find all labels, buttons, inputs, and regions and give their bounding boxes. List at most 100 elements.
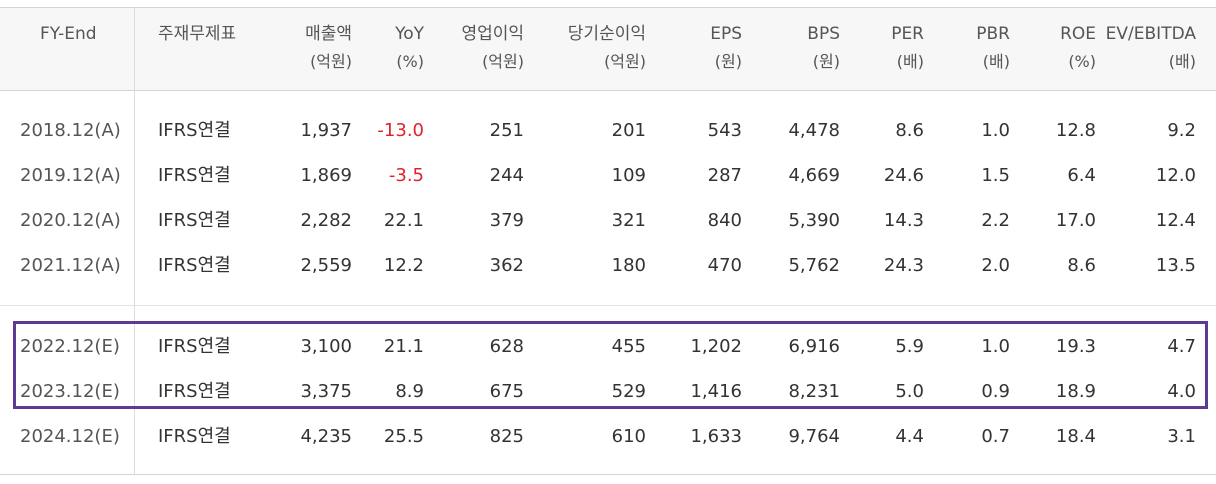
sales-cell: 3,375	[300, 381, 352, 402]
header-statement: 주재무제표	[158, 24, 237, 44]
pbr-cell: 2.0	[981, 255, 1010, 276]
pbr-cell: 1.0	[981, 336, 1010, 357]
pbr-cell: 2.2	[981, 210, 1010, 231]
eps-cell: 840	[707, 210, 742, 231]
ev-ebitda-cell: 13.5	[1155, 255, 1196, 276]
eps-cell: 543	[707, 120, 742, 141]
fy-end-cell: 2019.12(A)	[20, 165, 121, 186]
table-bottom-border	[0, 474, 1216, 475]
statement-cell: IFRS연결	[158, 255, 231, 276]
per-cell: 14.3	[883, 210, 924, 231]
net-income-cell: 529	[611, 381, 646, 402]
per-cell: 8.6	[895, 120, 924, 141]
bps-cell: 6,916	[788, 336, 840, 357]
header-divider	[0, 90, 1216, 91]
roe-cell: 12.8	[1055, 120, 1096, 141]
table-row: 2023.12(E) IFRS연결 3,375 8.9 675 529 1,41…	[0, 369, 1216, 414]
sales-cell: 4,235	[300, 426, 352, 447]
fy-end-cell: 2022.12(E)	[20, 336, 120, 357]
estimate-highlight-box	[13, 321, 1208, 409]
sales-cell: 1,937	[300, 120, 352, 141]
table-row: 2024.12(E) IFRS연결 4,235 25.5 825 610 1,6…	[0, 414, 1216, 459]
estimate-separator	[0, 305, 1216, 306]
net-income-cell: 201	[611, 120, 646, 141]
eps-cell: 1,416	[690, 381, 742, 402]
header-per: PER (배)	[891, 24, 924, 71]
ev-ebitda-cell: 4.7	[1167, 336, 1196, 357]
bps-cell: 8,231	[788, 381, 840, 402]
net-income-cell: 610	[611, 426, 646, 447]
per-cell: 5.9	[895, 336, 924, 357]
roe-cell: 19.3	[1055, 336, 1096, 357]
per-cell: 4.4	[895, 426, 924, 447]
per-cell: 24.3	[883, 255, 924, 276]
ev-ebitda-cell: 12.4	[1155, 210, 1196, 231]
header-yoy: YoY (%)	[395, 24, 424, 71]
table-row: 2019.12(A) IFRS연결 1,869 -3.5 244 109 287…	[0, 153, 1216, 198]
statement-cell: IFRS연결	[158, 165, 231, 186]
per-cell: 24.6	[883, 165, 924, 186]
pbr-cell: 0.9	[981, 381, 1010, 402]
roe-cell: 18.4	[1055, 426, 1096, 447]
roe-cell: 18.9	[1055, 381, 1096, 402]
pbr-cell: 0.7	[981, 426, 1010, 447]
eps-cell: 287	[707, 165, 742, 186]
table-row: 2021.12(A) IFRS연결 2,559 12.2 362 180 470…	[0, 243, 1216, 288]
table-row: 2020.12(A) IFRS연결 2,282 22.1 379 321 840…	[0, 198, 1216, 243]
bps-cell: 9,764	[788, 426, 840, 447]
operating-profit-cell: 628	[489, 336, 524, 357]
sales-cell: 1,869	[300, 165, 352, 186]
table-top-border	[0, 7, 1216, 8]
operating-profit-cell: 362	[489, 255, 524, 276]
eps-cell: 1,202	[690, 336, 742, 357]
fy-end-cell: 2023.12(E)	[20, 381, 120, 402]
yoy-cell: 8.9	[395, 381, 424, 402]
ev-ebitda-cell: 9.2	[1167, 120, 1196, 141]
table-row: 2018.12(A) IFRS연결 1,937 -13.0 251 201 54…	[0, 108, 1216, 153]
table-header	[0, 8, 1216, 90]
operating-profit-cell: 825	[489, 426, 524, 447]
pbr-cell: 1.0	[981, 120, 1010, 141]
roe-cell: 17.0	[1055, 210, 1096, 231]
operating-profit-cell: 244	[489, 165, 524, 186]
header-operating-profit: 영업이익 (억원)	[461, 24, 524, 71]
ev-ebitda-cell: 3.1	[1167, 426, 1196, 447]
statement-cell: IFRS연결	[158, 426, 231, 447]
fy-end-cell: 2021.12(A)	[20, 255, 121, 276]
statement-cell: IFRS연결	[158, 381, 231, 402]
bps-cell: 5,762	[788, 255, 840, 276]
bps-cell: 4,478	[788, 120, 840, 141]
ev-ebitda-cell: 4.0	[1167, 381, 1196, 402]
statement-cell: IFRS연결	[158, 210, 231, 231]
header-pbr: PBR (배)	[976, 24, 1010, 71]
net-income-cell: 180	[611, 255, 646, 276]
operating-profit-cell: 379	[489, 210, 524, 231]
yoy-cell: 25.5	[383, 426, 424, 447]
sales-cell: 2,282	[300, 210, 352, 231]
net-income-cell: 109	[611, 165, 646, 186]
header-fy-end: FY-End	[40, 24, 97, 44]
fy-end-cell: 2020.12(A)	[20, 210, 121, 231]
operating-profit-cell: 251	[489, 120, 524, 141]
roe-cell: 6.4	[1067, 165, 1096, 186]
statement-cell: IFRS연결	[158, 336, 231, 357]
header-roe: ROE (%)	[1060, 24, 1096, 71]
bps-cell: 5,390	[788, 210, 840, 231]
table-row: 2022.12(E) IFRS연결 3,100 21.1 628 455 1,2…	[0, 324, 1216, 369]
yoy-cell: -3.5	[388, 165, 424, 186]
header-net-income: 당기순이익 (억원)	[567, 24, 646, 71]
statement-cell: IFRS연결	[158, 120, 231, 141]
operating-profit-cell: 675	[489, 381, 524, 402]
net-income-cell: 455	[611, 336, 646, 357]
sales-cell: 3,100	[300, 336, 352, 357]
sales-cell: 2,559	[300, 255, 352, 276]
header-eps: EPS (원)	[710, 24, 742, 71]
fy-end-cell: 2024.12(E)	[20, 426, 120, 447]
yoy-cell: 21.1	[383, 336, 424, 357]
roe-cell: 8.6	[1067, 255, 1096, 276]
yoy-cell: -13.0	[377, 120, 424, 141]
yoy-cell: 22.1	[383, 210, 424, 231]
header-bps: BPS (원)	[807, 24, 840, 71]
pbr-cell: 1.5	[981, 165, 1010, 186]
eps-cell: 470	[707, 255, 742, 276]
